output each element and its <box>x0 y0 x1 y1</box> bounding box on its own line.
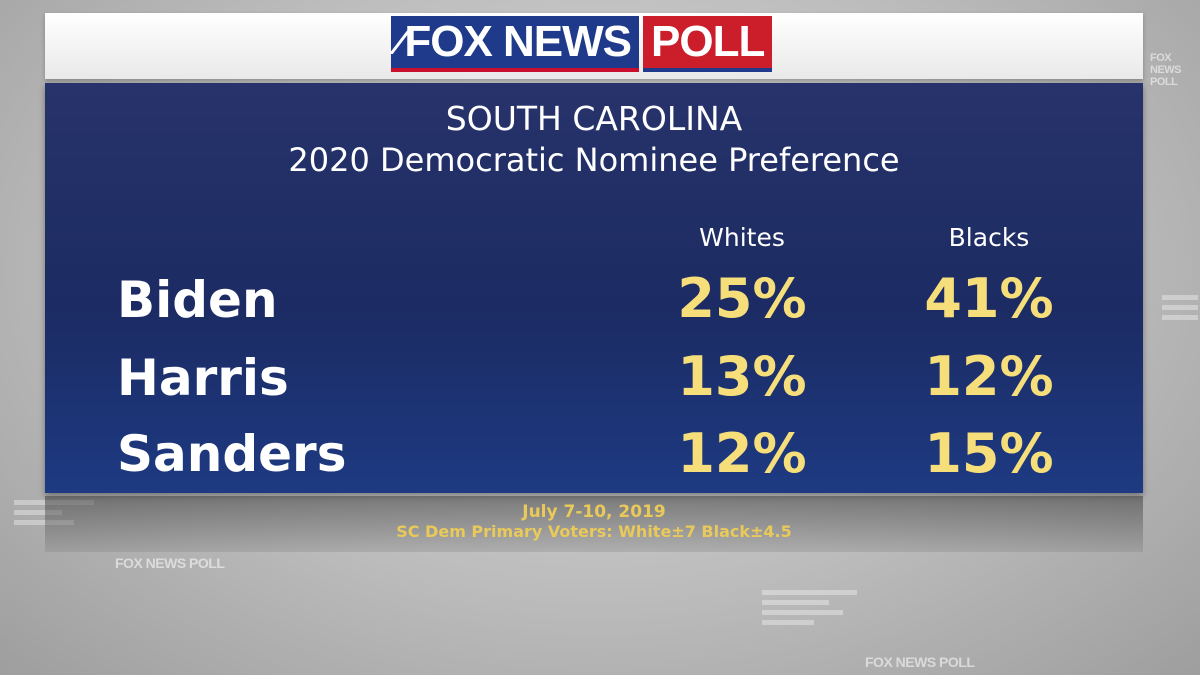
column-header-blacks: Blacks <box>948 223 1030 252</box>
row-label-sanders: Sanders <box>117 425 347 483</box>
footer-band: July 7-10, 2019 SC Dem Primary Voters: W… <box>45 496 1143 552</box>
chart-subtitle: 2020 Democratic Nominee Preference <box>288 141 900 179</box>
value-biden-blacks: 41% <box>924 267 1054 330</box>
chart-title: SOUTH CAROLINA <box>445 99 743 138</box>
watermark-logo: FOX NEWS POLL <box>1150 52 1182 88</box>
value-sanders-blacks: 15% <box>924 422 1054 485</box>
poll-wordmark: POLL <box>643 16 773 72</box>
watermark-lines <box>762 590 857 630</box>
fox-news-poll-logo: ⁄ FOX NEWS POLL <box>391 16 773 72</box>
column-header-whites: Whites <box>699 223 785 252</box>
value-biden-whites: 25% <box>677 267 807 330</box>
fox-news-wordmark: ⁄ FOX NEWS <box>391 16 640 72</box>
row-label-biden: Biden <box>117 271 278 329</box>
watermark-logo: FOX NEWS POLL <box>115 555 225 571</box>
poll-results-panel: SOUTH CAROLINA 2020 Democratic Nominee P… <box>45 83 1143 493</box>
value-harris-blacks: 12% <box>924 345 1054 408</box>
value-sanders-whites: 12% <box>677 422 807 485</box>
poll-dates: July 7-10, 2019 <box>522 502 666 522</box>
fox-logo-icon: ⁄ <box>397 21 403 63</box>
margin-of-error-note: SC Dem Primary Voters: White±7 Black±4.5 <box>396 522 792 541</box>
poll-text: POLL <box>651 17 765 66</box>
fox-news-text: FOX NEWS <box>404 17 632 66</box>
row-label-harris: Harris <box>117 349 289 407</box>
watermark-logo: FOX NEWS POLL <box>865 654 975 670</box>
watermark-lines <box>1162 295 1198 325</box>
value-harris-whites: 13% <box>677 345 807 408</box>
